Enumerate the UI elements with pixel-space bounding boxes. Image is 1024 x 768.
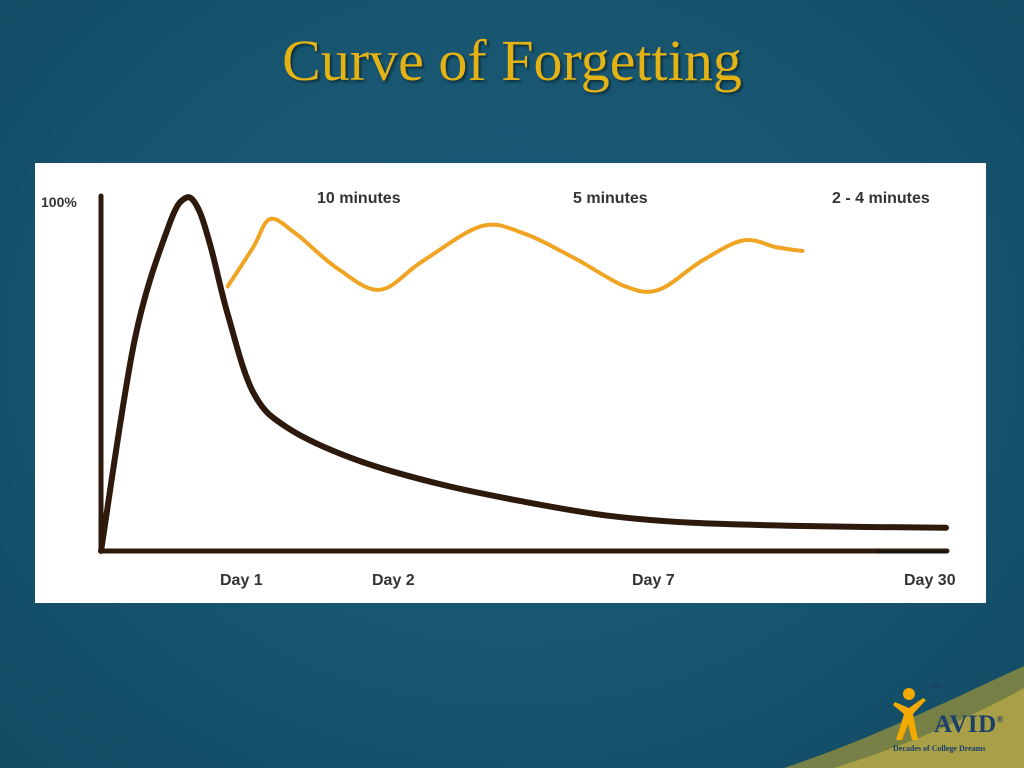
y-tick-label-100: 100%	[41, 194, 77, 210]
x-tick-label-day-2: Day 2	[372, 572, 415, 589]
x-tick-label-day-30: Day 30	[904, 572, 956, 589]
x-tick-label-day-1: Day 1	[220, 572, 263, 589]
series-layer	[98, 194, 949, 554]
review-annotation-2: 5 minutes	[573, 190, 648, 207]
series-line-without-review	[98, 194, 949, 554]
slide-title: Curve of Forgetting	[282, 28, 742, 93]
registered-mark: ®	[996, 714, 1004, 725]
avid-logo-tagline: Decades of College Dreams	[893, 744, 986, 753]
corner-swoosh	[784, 666, 1024, 768]
forgetting-curve-chart: 100% Day 1 Day 2 Day 7 Day 30 10 minutes 5 m…	[41, 190, 956, 589]
chart-axes	[98, 193, 950, 554]
review-annotation-3: 2 - 4 minutes	[832, 190, 930, 207]
chart-panel: 100% Day 1 Day 2 Day 7 Day 30 10 minutes 5 m…	[35, 163, 986, 603]
avid-logo-name: AVID	[934, 711, 997, 738]
review-annotations: 10 minutes 5 minutes 2 - 4 minutes	[317, 190, 930, 207]
series-line-with-review	[225, 216, 805, 294]
avid-logo-figure	[893, 684, 943, 740]
avid-logo-wordmark: AVID®	[934, 712, 1004, 737]
x-tick-label-day-7: Day 7	[632, 572, 675, 589]
x-tick-labels: Day 1 Day 2 Day 7 Day 30	[220, 572, 956, 589]
review-annotation-1: 10 minutes	[317, 190, 401, 207]
